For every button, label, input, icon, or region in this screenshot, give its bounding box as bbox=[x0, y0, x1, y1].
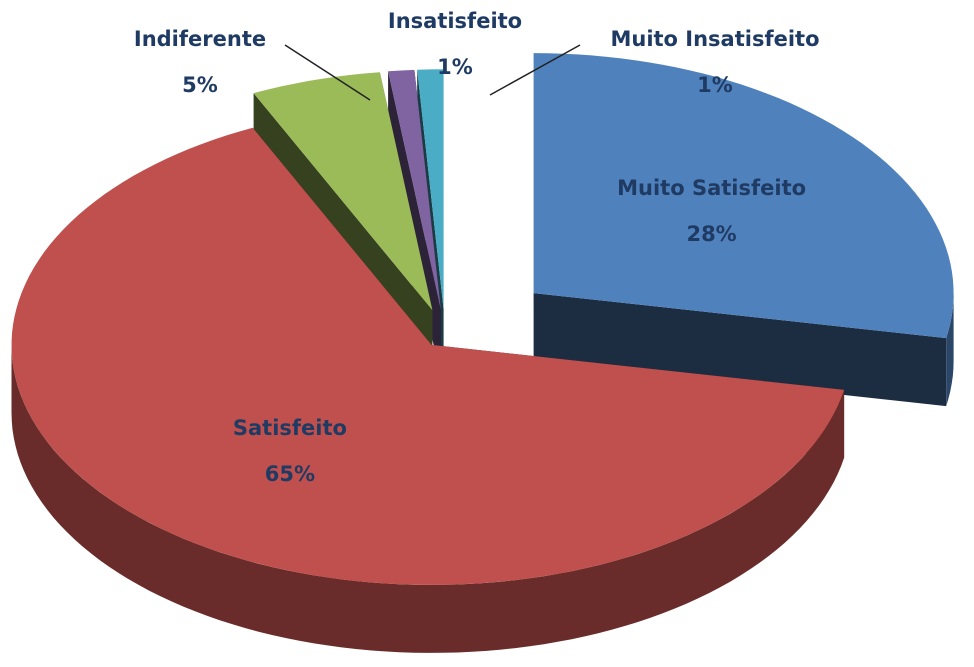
slice-top bbox=[388, 69, 441, 310]
data-label-value: 65% bbox=[265, 462, 315, 486]
slice-top bbox=[11, 127, 845, 585]
leader-line bbox=[489, 44, 581, 96]
leader-line bbox=[284, 44, 371, 101]
pie-slice bbox=[533, 53, 954, 407]
data-label-value: 1% bbox=[437, 55, 473, 79]
data-label-name: Satisfeito bbox=[233, 416, 347, 440]
pie-slice bbox=[11, 127, 845, 653]
data-label-value: 1% bbox=[697, 73, 733, 97]
data-label-name: Indiferente bbox=[134, 27, 266, 51]
data-label-name: Muito Satisfeito bbox=[617, 176, 806, 200]
data-label-value: 28% bbox=[686, 222, 736, 246]
slice-top bbox=[533, 53, 954, 339]
data-label-value: 5% bbox=[182, 73, 218, 97]
data-label-name: Muito Insatisfeito bbox=[610, 27, 819, 51]
slice-cut-face bbox=[533, 293, 947, 407]
data-label-name: Insatisfeito bbox=[388, 9, 522, 33]
slice-side bbox=[11, 344, 845, 653]
slice-side bbox=[946, 293, 954, 407]
slice-top bbox=[417, 69, 444, 310]
slice-top bbox=[253, 72, 433, 311]
